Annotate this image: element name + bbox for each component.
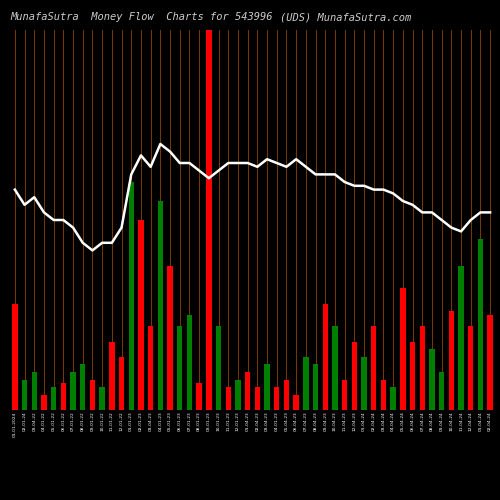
Bar xyxy=(342,380,347,410)
Bar xyxy=(128,182,134,410)
Text: (UDS) MunafaSutra.com: (UDS) MunafaSutra.com xyxy=(280,12,411,22)
Bar xyxy=(303,357,308,410)
Bar xyxy=(371,326,376,410)
Bar xyxy=(51,387,57,410)
Bar xyxy=(158,201,163,410)
Bar xyxy=(226,387,231,410)
Bar xyxy=(488,315,493,410)
Bar xyxy=(187,315,192,410)
Bar xyxy=(70,372,76,410)
Bar xyxy=(362,357,366,410)
Bar xyxy=(264,364,270,410)
Bar xyxy=(32,372,37,410)
Bar xyxy=(148,326,154,410)
Bar xyxy=(100,387,105,410)
Bar xyxy=(90,380,95,410)
Bar xyxy=(458,266,464,410)
Bar xyxy=(390,387,396,410)
Bar xyxy=(196,384,202,410)
Bar xyxy=(109,342,114,410)
Bar xyxy=(80,364,86,410)
Bar xyxy=(430,349,434,410)
Bar xyxy=(322,304,328,410)
Bar xyxy=(274,387,280,410)
Bar xyxy=(206,30,212,410)
Bar xyxy=(381,380,386,410)
Bar xyxy=(352,342,357,410)
Bar xyxy=(119,357,124,410)
Bar xyxy=(12,304,18,410)
Bar xyxy=(236,380,240,410)
Bar xyxy=(448,311,454,410)
Bar xyxy=(284,380,289,410)
Bar xyxy=(168,266,172,410)
Bar xyxy=(313,364,318,410)
Bar xyxy=(420,326,425,410)
Bar xyxy=(468,326,473,410)
Bar xyxy=(410,342,415,410)
Bar xyxy=(254,387,260,410)
Bar xyxy=(138,220,143,410)
Text: MunafaSutra  Money Flow  Charts for 543996: MunafaSutra Money Flow Charts for 543996 xyxy=(10,12,272,22)
Bar xyxy=(177,326,182,410)
Bar xyxy=(294,395,299,410)
Bar xyxy=(478,239,483,410)
Bar xyxy=(400,288,406,410)
Bar xyxy=(439,372,444,410)
Bar xyxy=(216,326,221,410)
Bar xyxy=(245,372,250,410)
Bar xyxy=(332,326,338,410)
Bar xyxy=(42,395,46,410)
Bar xyxy=(22,380,27,410)
Bar xyxy=(60,384,66,410)
